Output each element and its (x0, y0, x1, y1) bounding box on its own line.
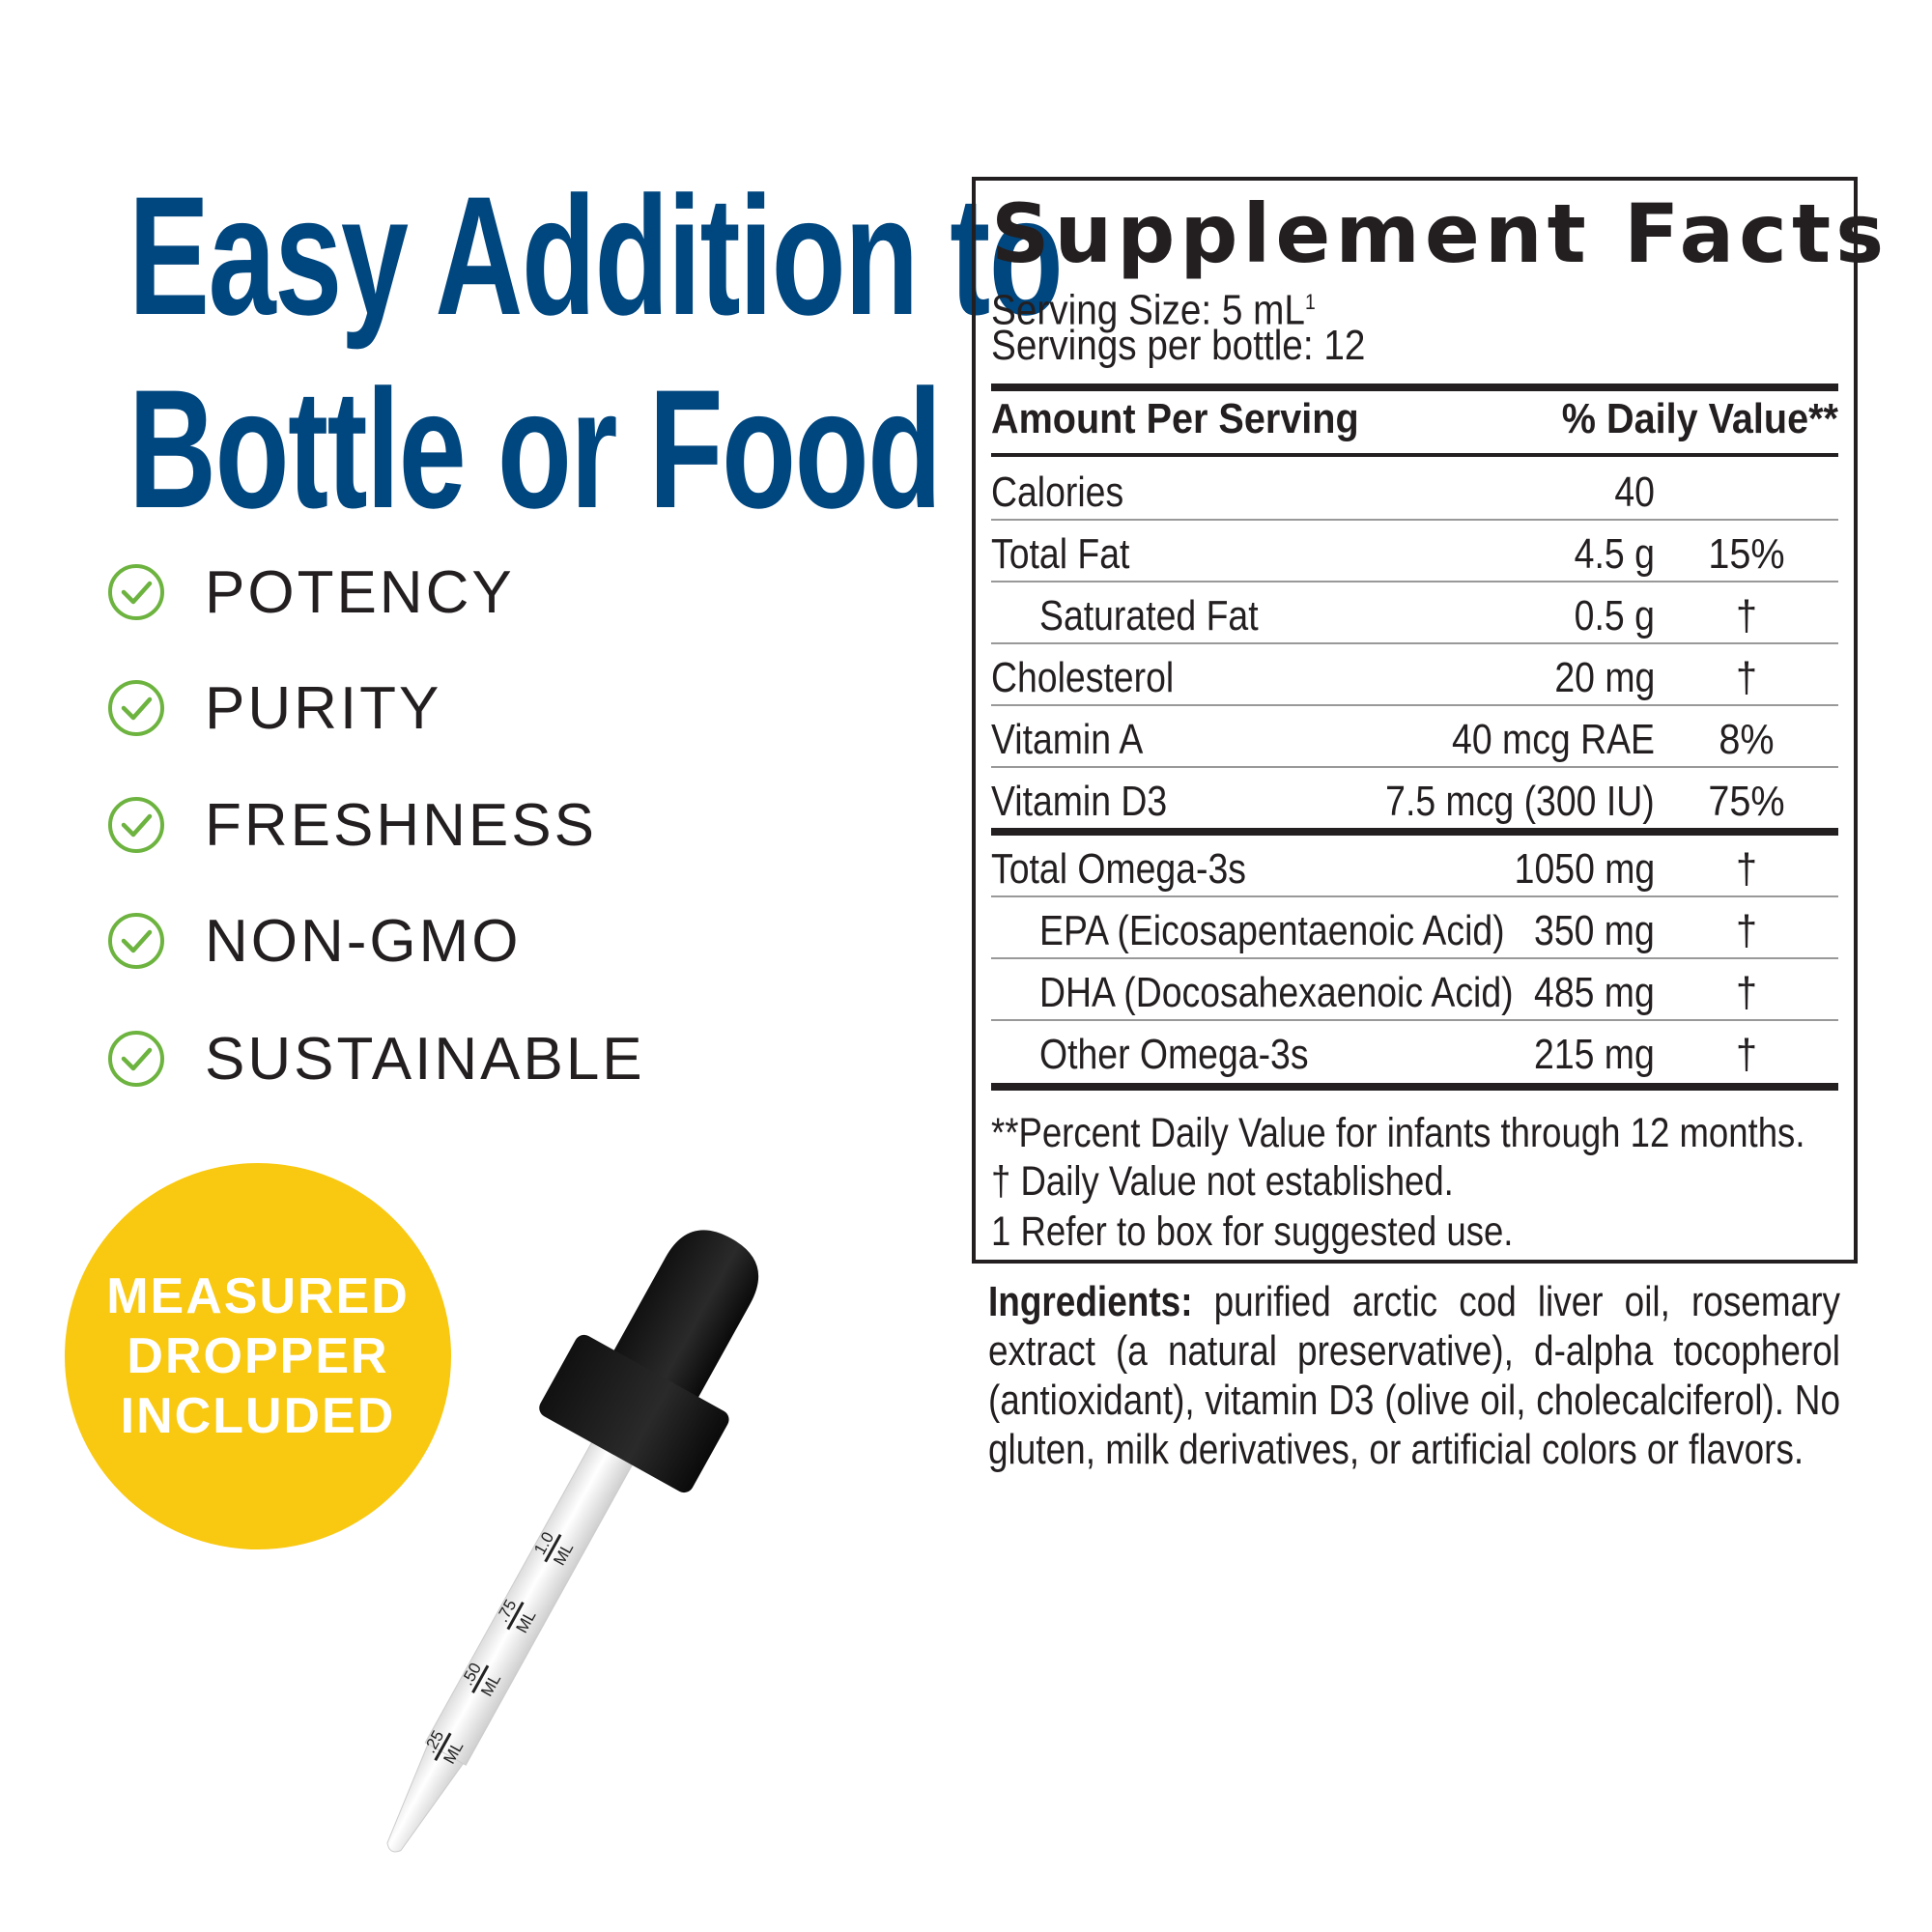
measured-dropper-badge: MEASURED DROPPER INCLUDED (65, 1163, 451, 1549)
nutrient-name: Calories (991, 469, 1124, 516)
header-amount: Amount Per Serving (991, 395, 1359, 442)
nutrient-name: DHA (Docosahexaenoic Acid) (1039, 969, 1514, 1016)
check-circle-icon (108, 564, 164, 620)
badge-line: MEASURED (106, 1268, 410, 1324)
benefit-label: FRESHNESS (205, 791, 597, 859)
divider (991, 453, 1838, 457)
benefit-item: PURITY (106, 674, 441, 742)
nutrient-daily-value: † (1735, 592, 1758, 639)
nutrient-name: Total Fat (991, 530, 1130, 578)
divider (991, 519, 1838, 521)
headline-line-2: Bottle or Food (128, 355, 942, 544)
nutrient-name: Other Omega-3s (1039, 1031, 1309, 1078)
footnote: **Percent Daily Value for infants throug… (991, 1110, 1805, 1156)
divider (991, 828, 1838, 836)
ingredients: Ingredients: purified arctic cod liver o… (988, 1277, 1840, 1474)
nutrient-daily-value: † (1735, 969, 1758, 1016)
nutrient-row: Cholesterol 20 mg † (991, 644, 1838, 706)
nutrient-amount: 215 mg (1534, 1031, 1655, 1078)
nutrient-row: Vitamin A 40 mcg RAE 8% (991, 706, 1838, 768)
benefit-item: FRESHNESS (106, 791, 597, 859)
nutrient-name: EPA (Eicosapentaenoic Acid) (1039, 907, 1505, 954)
nutrient-daily-value: 75% (1708, 778, 1785, 825)
nutrient-row: EPA (Eicosapentaenoic Acid) 350 mg † (991, 897, 1838, 959)
divider (991, 642, 1838, 644)
nutrient-amount: 1050 mg (1514, 845, 1655, 893)
nutrient-daily-value: † (1735, 654, 1758, 701)
nutrient-name: Saturated Fat (1039, 592, 1259, 639)
benefit-item: NON-GMO (106, 907, 522, 975)
nutrient-amount: 350 mg (1534, 907, 1655, 954)
ingredients-text: purified arctic cod liver oil, rosemary … (988, 1278, 1840, 1473)
nutrient-daily-value: † (1735, 845, 1758, 893)
check-circle-icon (108, 1031, 164, 1087)
nutrient-row: DHA (Docosahexaenoic Acid) 485 mg † (991, 959, 1838, 1021)
nutrient-name: Vitamin A (991, 716, 1144, 763)
footnote: † Daily Value not established. (991, 1158, 1454, 1205)
benefit-item: SUSTAINABLE (106, 1025, 645, 1093)
nutrient-row: Other Omega-3s 215 mg † (991, 1021, 1838, 1083)
nutrient-amount: 4.5 g (1574, 530, 1655, 578)
benefit-label: SUSTAINABLE (205, 1025, 645, 1093)
nutrient-name: Cholesterol (991, 654, 1175, 701)
check-circle-icon (108, 797, 164, 853)
benefit-label: NON-GMO (205, 907, 522, 975)
benefit-label: POTENCY (205, 558, 515, 626)
badge-line: DROPPER (127, 1328, 389, 1384)
benefit-item: POTENCY (106, 558, 515, 626)
footnote: 1 Refer to box for suggested use. (991, 1208, 1514, 1255)
nutrient-name: Vitamin D3 (991, 778, 1168, 825)
nutrient-amount: 40 mcg RAE (1452, 716, 1655, 763)
divider (991, 766, 1838, 768)
supplement-facts-panel: Supplement Facts Serving Size: 5 mL1 Ser… (972, 177, 1884, 1264)
nutrient-row: Calories 40 (991, 459, 1838, 521)
nutrient-daily-value: 15% (1708, 530, 1785, 578)
serving-size-text: Serving Size: 5 mL (991, 286, 1305, 334)
nutrient-amount: 20 mg (1554, 654, 1655, 701)
serving-size: Serving Size: 5 mL1 (991, 280, 1316, 333)
footnote-ref: 1 (1304, 290, 1316, 314)
ingredients-label: Ingredients: (988, 1278, 1193, 1325)
check-circle-icon (108, 913, 164, 969)
nutrient-row: Total Fat 4.5 g 15% (991, 521, 1838, 582)
check-circle-icon (108, 680, 164, 736)
nutrient-row: Saturated Fat 0.5 g † (991, 582, 1838, 644)
nutrient-amount: 40 (1614, 469, 1655, 516)
dropper-tube (424, 1437, 636, 1766)
nutrient-amount: 485 mg (1534, 969, 1655, 1016)
nutrient-daily-value: † (1735, 907, 1758, 954)
divider (991, 581, 1838, 582)
facts-title: Supplement Facts (991, 186, 1889, 281)
nutrient-amount: 0.5 g (1574, 592, 1655, 639)
divider (991, 895, 1838, 897)
divider (991, 1019, 1838, 1021)
divider (991, 957, 1838, 959)
benefit-label: PURITY (205, 674, 442, 742)
header-daily-value: % Daily Value** (1561, 395, 1838, 442)
servings-per-bottle: Servings per bottle: 12 (991, 322, 1366, 369)
dropper-cap (539, 1334, 729, 1493)
nutrient-daily-value: † (1735, 1031, 1758, 1078)
dropper-tip (386, 1734, 470, 1853)
nutrient-row: Total Omega-3s 1050 mg † (991, 836, 1838, 897)
badge-line: INCLUDED (120, 1388, 396, 1444)
headline-line-1: Easy Addition to (128, 162, 1064, 351)
nutrient-row: Vitamin D3 7.5 mcg (300 IU) 75% (991, 768, 1838, 830)
nutrient-daily-value: 8% (1719, 716, 1775, 763)
nutrient-amount: 7.5 mcg (300 IU) (1385, 778, 1655, 825)
nutrient-name: Total Omega-3s (991, 845, 1246, 893)
divider (991, 704, 1838, 706)
divider (991, 384, 1838, 391)
divider (991, 1083, 1838, 1091)
